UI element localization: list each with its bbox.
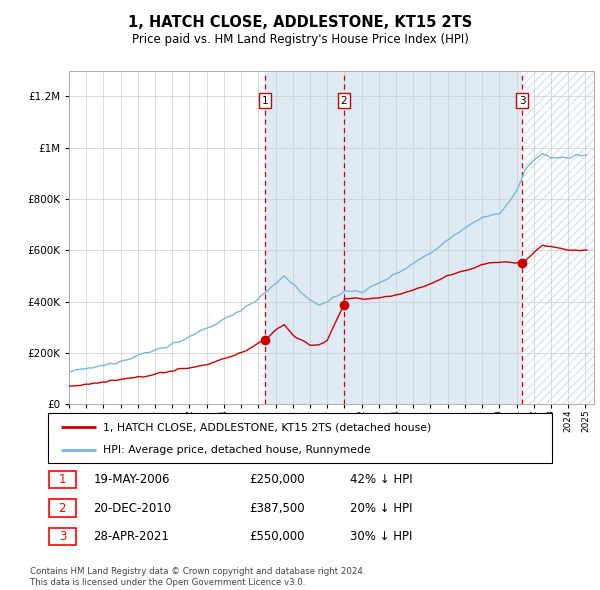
Text: Price paid vs. HM Land Registry's House Price Index (HPI): Price paid vs. HM Land Registry's House … <box>131 33 469 46</box>
Text: 1, HATCH CLOSE, ADDLESTONE, KT15 2TS: 1, HATCH CLOSE, ADDLESTONE, KT15 2TS <box>128 15 472 30</box>
Bar <box>522 71 594 404</box>
Text: £250,000: £250,000 <box>250 473 305 486</box>
Text: 19-MAY-2006: 19-MAY-2006 <box>94 473 170 486</box>
Bar <box>522 71 594 404</box>
Bar <box>344 71 522 404</box>
FancyBboxPatch shape <box>49 527 76 545</box>
Text: 30% ↓ HPI: 30% ↓ HPI <box>350 530 413 543</box>
Text: HPI: Average price, detached house, Runnymede: HPI: Average price, detached house, Runn… <box>103 445 371 455</box>
Text: 2: 2 <box>341 96 347 106</box>
Text: 1, HATCH CLOSE, ADDLESTONE, KT15 2TS (detached house): 1, HATCH CLOSE, ADDLESTONE, KT15 2TS (de… <box>103 422 431 432</box>
Text: 1: 1 <box>59 473 66 486</box>
Text: 28-APR-2021: 28-APR-2021 <box>94 530 169 543</box>
Text: 3: 3 <box>59 530 66 543</box>
FancyBboxPatch shape <box>49 471 76 489</box>
FancyBboxPatch shape <box>48 413 552 463</box>
Text: Contains HM Land Registry data © Crown copyright and database right 2024.: Contains HM Land Registry data © Crown c… <box>30 566 365 576</box>
FancyBboxPatch shape <box>49 500 76 517</box>
Text: 42% ↓ HPI: 42% ↓ HPI <box>350 473 413 486</box>
Text: 1: 1 <box>262 96 268 106</box>
Bar <box>265 71 344 404</box>
Text: 2: 2 <box>59 502 66 514</box>
Text: £550,000: £550,000 <box>250 530 305 543</box>
Text: 20-DEC-2010: 20-DEC-2010 <box>94 502 172 514</box>
Text: 20% ↓ HPI: 20% ↓ HPI <box>350 502 413 514</box>
Bar <box>69 71 265 404</box>
Text: 3: 3 <box>519 96 526 106</box>
Text: £387,500: £387,500 <box>250 502 305 514</box>
Text: This data is licensed under the Open Government Licence v3.0.: This data is licensed under the Open Gov… <box>30 578 305 587</box>
